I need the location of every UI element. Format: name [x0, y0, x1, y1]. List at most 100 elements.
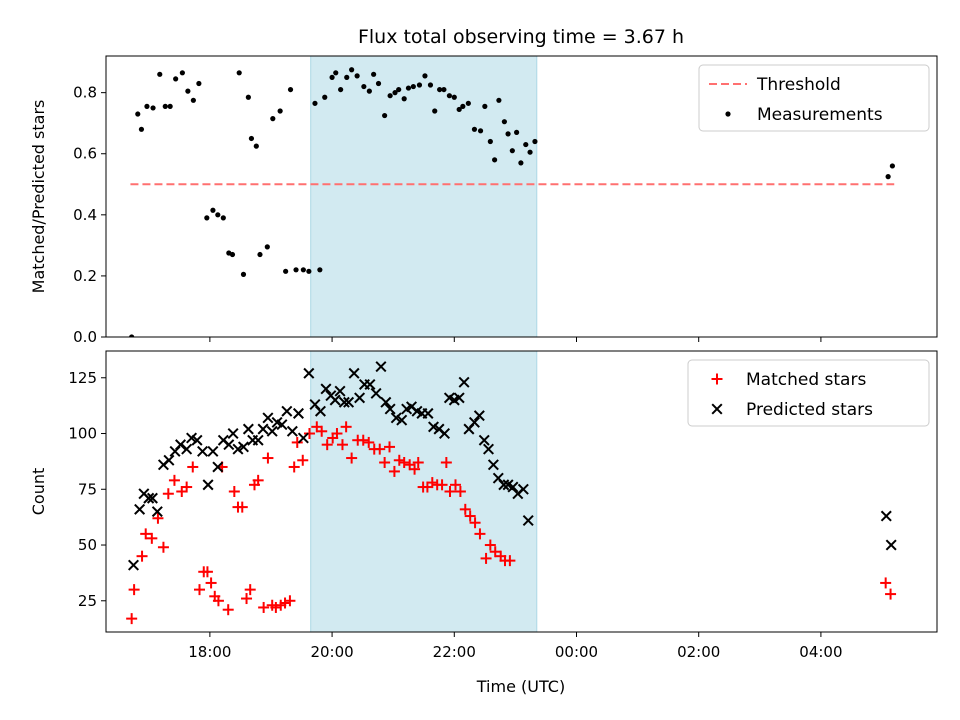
data-point	[179, 70, 185, 76]
data-point	[444, 486, 456, 497]
data-point-b	[522, 514, 534, 526]
data-point	[236, 501, 248, 513]
data-point	[253, 143, 259, 149]
data-point	[396, 86, 402, 93]
data-point	[173, 76, 179, 82]
data-point	[187, 461, 199, 473]
data-point	[264, 244, 270, 250]
data-point-b	[334, 385, 346, 397]
legend-label: Measurements	[757, 105, 883, 125]
data-point-b	[343, 396, 355, 408]
data-point-b	[212, 461, 224, 473]
data-point-b	[227, 428, 239, 440]
data-point	[262, 452, 274, 464]
data-point	[242, 423, 254, 435]
data-point	[498, 479, 510, 491]
data-point	[885, 539, 897, 551]
data-point	[340, 421, 352, 433]
data-point-b	[433, 423, 445, 435]
y-tick-label: 0.8	[73, 84, 97, 102]
data-point	[257, 251, 263, 258]
data-point-b	[428, 421, 440, 433]
data-point	[248, 135, 255, 142]
data-point-b	[266, 425, 278, 437]
y-tick-label: 75	[78, 480, 97, 498]
data-point	[329, 74, 335, 80]
data-point-b	[411, 405, 423, 417]
data-point	[291, 436, 303, 448]
x-axis-label: Time (UTC)	[476, 677, 565, 696]
data-point	[215, 212, 221, 218]
data-point	[241, 593, 253, 605]
data-point	[354, 73, 360, 79]
data-point	[252, 474, 264, 486]
data-point	[292, 407, 304, 419]
data-point	[501, 119, 507, 125]
data-point-b	[262, 412, 274, 424]
data-point-b	[202, 479, 214, 491]
data-point-b	[498, 479, 510, 491]
data-point	[312, 100, 318, 106]
data-point	[416, 82, 423, 88]
data-point	[473, 410, 485, 422]
data-point	[197, 445, 209, 457]
data-point	[227, 428, 239, 440]
data-point	[401, 96, 407, 102]
data-point	[321, 439, 333, 451]
data-point	[303, 367, 315, 379]
data-point	[244, 584, 256, 596]
data-point	[151, 506, 163, 518]
data-point	[276, 419, 288, 431]
data-point	[344, 74, 350, 80]
data-point	[387, 93, 393, 99]
data-point	[532, 138, 538, 145]
data-point	[163, 454, 175, 466]
data-point	[446, 93, 452, 99]
data-point	[371, 71, 377, 77]
data-point	[270, 601, 282, 613]
data-point	[175, 439, 187, 451]
data-point	[212, 461, 224, 473]
data-point	[492, 157, 498, 163]
data-point-b	[348, 367, 360, 379]
data-point	[514, 129, 520, 135]
legend-label: Predicted stars	[746, 400, 873, 420]
data-point-b	[191, 434, 203, 446]
data-point	[143, 492, 155, 504]
data-point	[228, 486, 240, 497]
data-point	[517, 483, 529, 495]
data-point	[157, 541, 169, 553]
data-point	[207, 445, 219, 457]
data-point	[283, 268, 289, 274]
data-point-b	[163, 454, 175, 466]
data-point	[456, 106, 462, 113]
data-point	[150, 105, 156, 111]
data-point	[885, 174, 891, 180]
series-x	[127, 361, 897, 571]
data-point	[375, 80, 382, 87]
data-point	[168, 474, 180, 486]
legend-label: Threshold	[756, 75, 841, 95]
data-point	[507, 481, 519, 493]
data-point	[518, 160, 524, 166]
data-point	[370, 387, 382, 399]
data-point	[252, 434, 264, 446]
data-point-b	[134, 503, 146, 515]
data-point	[412, 457, 424, 469]
data-point	[284, 595, 296, 607]
data-point	[453, 392, 465, 404]
data-point	[384, 441, 396, 453]
data-point	[317, 267, 323, 273]
data-point	[185, 88, 191, 94]
legend-entry: Predicted stars	[711, 400, 873, 420]
data-point	[392, 90, 398, 96]
data-point	[262, 412, 274, 424]
data-point	[322, 94, 328, 100]
data-point	[439, 428, 451, 440]
data-point-b	[223, 439, 235, 451]
data-point	[210, 207, 216, 213]
data-point	[426, 477, 438, 489]
data-point	[509, 148, 515, 154]
data-point-b	[207, 445, 219, 457]
data-point	[348, 367, 360, 379]
